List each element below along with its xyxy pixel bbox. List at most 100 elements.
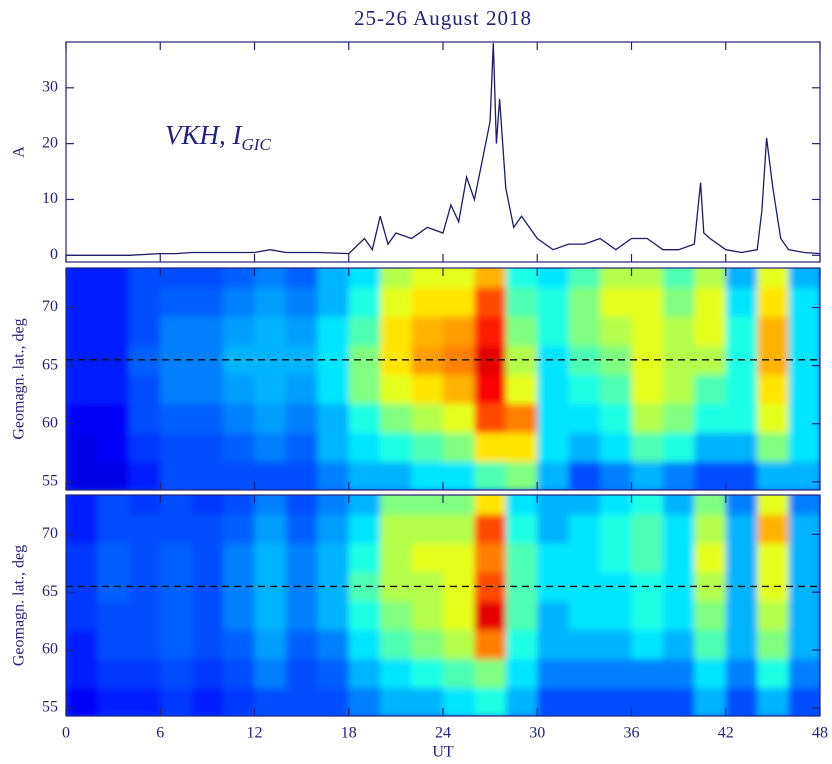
heatmap-cell (411, 287, 444, 317)
heatmap-cell (694, 629, 727, 660)
heatmap-cell (788, 268, 820, 288)
heatmap-cell (725, 514, 758, 544)
heatmap-cell (505, 287, 538, 317)
heatmap-cell (788, 287, 820, 317)
heatmap-cell (97, 600, 130, 631)
heatmap-cell (348, 600, 381, 631)
heatmap-cell (285, 600, 318, 631)
heatmap-cell (380, 374, 413, 404)
heatmap-cell (128, 629, 161, 660)
heatmap-cell (128, 268, 161, 288)
heatmap-cell (474, 287, 507, 317)
heatmap-cell (66, 600, 98, 631)
heatmap-cell (380, 600, 413, 631)
heatmap-cell (285, 461, 318, 490)
heatmap-cell (662, 268, 695, 288)
heatmap-cell (443, 543, 475, 573)
heatmap-cell (160, 287, 193, 317)
heatmap-cell (380, 403, 413, 433)
heatmap-cell (694, 403, 727, 433)
plot-frame (65, 41, 821, 263)
heatmap-cell (317, 374, 350, 404)
heatmap-cell (537, 495, 570, 515)
heatmap-cell (317, 495, 350, 515)
heatmap-cell (662, 495, 695, 515)
y-tick-label: 70 (42, 525, 58, 542)
heatmap-cell (631, 374, 664, 404)
heatmap-cell (662, 600, 695, 631)
heatmap-cell (254, 495, 287, 515)
heatmap-cell (662, 461, 695, 490)
heatmap-cell (348, 495, 381, 515)
heatmap-cell (568, 600, 601, 631)
x-tick-label: 42 (718, 725, 734, 742)
heatmap-cell (97, 432, 130, 463)
heatmap-cell (160, 687, 193, 716)
heatmap-cell (757, 495, 790, 515)
heatmap-cell (97, 287, 130, 317)
heatmap-cell (725, 403, 758, 433)
heatmap-cell (725, 658, 758, 689)
heatmap-cell (223, 316, 255, 346)
heatmap-cell (223, 658, 255, 689)
heatmap-cell (662, 629, 695, 660)
heatmap-cell (223, 403, 255, 433)
heatmap-cell (757, 629, 790, 660)
heatmap-cell (631, 461, 664, 490)
heatmap-cell (223, 600, 255, 631)
heatmap-cell (505, 600, 538, 631)
heatmap-cell (443, 268, 475, 288)
heatmap-cell (631, 629, 664, 660)
heatmap-cell (600, 345, 632, 375)
heatmap-cell (537, 268, 570, 288)
heatmap-cell (223, 287, 255, 317)
heatmap-cell (411, 316, 444, 346)
heatmap-cell (128, 514, 161, 544)
heatmap-cell (443, 461, 475, 490)
heatmap-cell (694, 658, 727, 689)
heatmap-cell (254, 543, 287, 573)
heatmap-cell (631, 543, 664, 573)
heatmap-cell (285, 316, 318, 346)
heatmap-cell (254, 316, 287, 346)
heatmap-cell (537, 629, 570, 660)
x-tick-label: 0 (62, 725, 70, 742)
heatmap-cell (568, 543, 601, 573)
heatmap-cell (191, 600, 224, 631)
heatmap-cell (317, 461, 350, 490)
y-tick-label: 10 (42, 190, 58, 207)
heatmap-cell (474, 403, 507, 433)
heatmap-cell (254, 687, 287, 716)
heatmap-cell (694, 600, 727, 631)
heatmap-cell (757, 571, 790, 602)
y-axis-label: A (11, 146, 28, 158)
x-tick-label: 36 (624, 725, 640, 742)
heatmap-cell (160, 374, 193, 404)
heatmap-cell (66, 268, 98, 288)
heatmap-cell (128, 687, 161, 716)
heatmap-cell (474, 629, 507, 660)
heatmap-cell (694, 543, 727, 573)
heatmap-cell (348, 374, 381, 404)
y-tick-label: 55 (42, 699, 58, 716)
heatmap-cell (380, 658, 413, 689)
heatmap-cell (66, 432, 98, 463)
heatmap-cell (285, 629, 318, 660)
heatmap-cell (788, 374, 820, 404)
heatmap-cell (285, 687, 318, 716)
heatmap-cell (600, 658, 632, 689)
heatmap-cell (600, 461, 632, 490)
annotation-text: VKH, I (165, 120, 244, 150)
heatmap-cell (568, 495, 601, 515)
heatmap-cell (254, 287, 287, 317)
heatmap-cell (662, 543, 695, 573)
y-tick-label: 65 (42, 583, 58, 600)
heatmap-cell (411, 629, 444, 660)
heatmap-cell (600, 687, 632, 716)
heatmap-cell (66, 316, 98, 346)
heatmap-cell (694, 345, 727, 375)
heatmap-cell (662, 687, 695, 716)
heatmap-cell (631, 287, 664, 317)
heatmap-cell (474, 687, 507, 716)
heatmap-cell (128, 600, 161, 631)
